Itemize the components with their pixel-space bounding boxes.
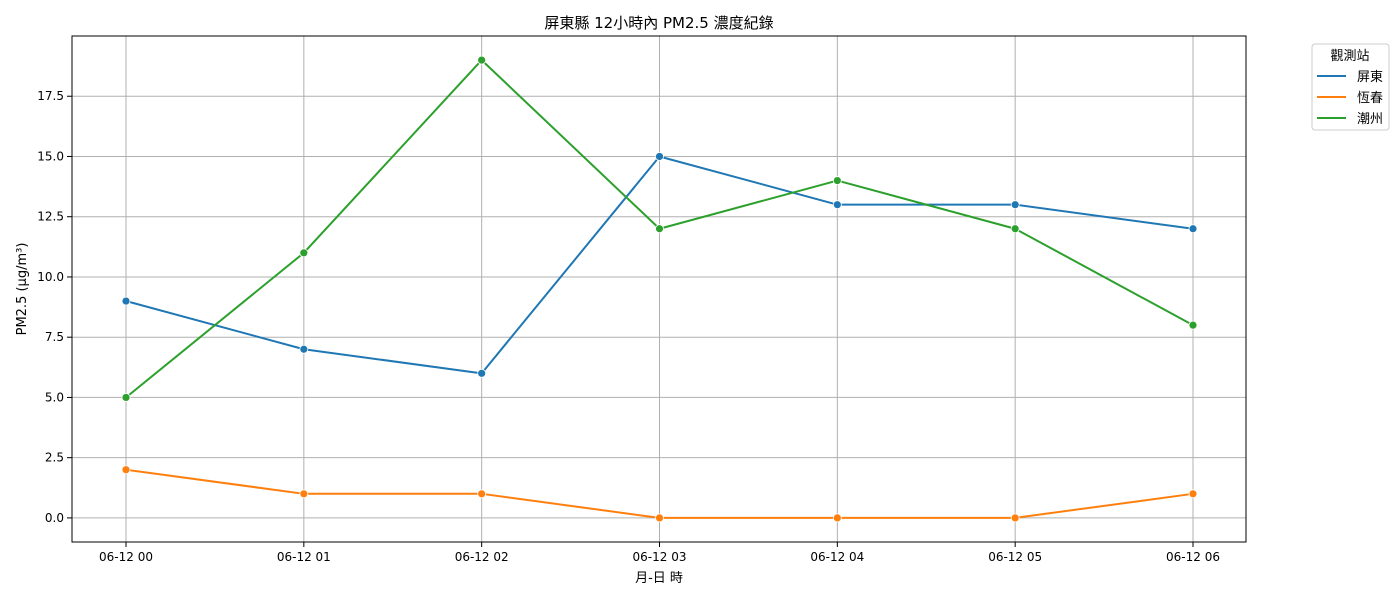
data-point-潮州 bbox=[1188, 320, 1198, 330]
data-point-潮州 bbox=[655, 224, 664, 234]
data-point-恆春 bbox=[299, 489, 309, 499]
y-tick-label: 0.0 bbox=[45, 511, 64, 525]
data-point-潮州 bbox=[477, 55, 487, 65]
y-tick-label: 15.0 bbox=[37, 149, 64, 163]
y-tick-label: 5.0 bbox=[45, 390, 64, 404]
data-point-潮州 bbox=[299, 248, 309, 258]
data-point-恆春 bbox=[477, 489, 487, 499]
x-axis: 06-12 00 06-12 01 06-12 02 06-12 03 06-12 04… bbox=[99, 542, 1220, 564]
data-point-潮州 bbox=[1010, 224, 1020, 234]
data-point-屏東 bbox=[477, 368, 487, 378]
y-tick-label: 10.0 bbox=[37, 270, 64, 284]
x-tick-label: 06-12 02 bbox=[455, 550, 509, 564]
data-point-恆春 bbox=[1188, 489, 1198, 499]
y-axis-title: PM2.5 (μg/m³) bbox=[15, 243, 30, 336]
x-tick-label: 06-12 06 bbox=[1166, 550, 1220, 564]
legend-item-label: 屏東 bbox=[1357, 69, 1383, 85]
data-point-恆春 bbox=[655, 513, 664, 523]
x-tick-label: 06-12 03 bbox=[633, 550, 687, 564]
data-point-潮州 bbox=[832, 176, 842, 185]
data-point-恆春 bbox=[1010, 513, 1020, 523]
data-point-潮州 bbox=[121, 393, 131, 402]
y-tick-label: 12.5 bbox=[37, 210, 64, 224]
series-layer bbox=[121, 55, 1198, 523]
legend-item-label: 潮州 bbox=[1357, 112, 1383, 127]
x-axis-title: 月-日 時 bbox=[635, 571, 683, 586]
y-axis: 0.0 2.5 5.0 7.5 10.0 12.5 15.0 17.5 bbox=[37, 89, 72, 525]
y-tick-label: 2.5 bbox=[45, 451, 64, 465]
data-point-屏東 bbox=[1188, 224, 1198, 234]
y-tick-label: 17.5 bbox=[37, 89, 64, 103]
data-point-屏東 bbox=[299, 344, 309, 354]
data-point-屏東 bbox=[832, 200, 842, 210]
grid-lines bbox=[72, 36, 1246, 542]
data-point-屏東 bbox=[1010, 200, 1020, 210]
data-point-恆春 bbox=[832, 513, 842, 523]
y-tick-label: 7.5 bbox=[45, 330, 64, 344]
data-point-屏東 bbox=[655, 152, 664, 161]
data-point-恆春 bbox=[121, 465, 131, 475]
x-tick-label: 06-12 05 bbox=[988, 550, 1042, 564]
data-point-屏東 bbox=[121, 296, 131, 306]
legend-box bbox=[1311, 43, 1390, 131]
x-tick-label: 06-12 01 bbox=[277, 550, 331, 564]
x-tick-label: 06-12 00 bbox=[99, 550, 153, 564]
x-tick-label: 06-12 04 bbox=[810, 550, 864, 564]
legend-title: 觀測站 bbox=[1330, 49, 1369, 64]
chart-title: 屏東縣 12小時內 PM2.5 濃度紀錄 bbox=[544, 14, 773, 32]
legend-item-label: 恆春 bbox=[1357, 91, 1383, 106]
